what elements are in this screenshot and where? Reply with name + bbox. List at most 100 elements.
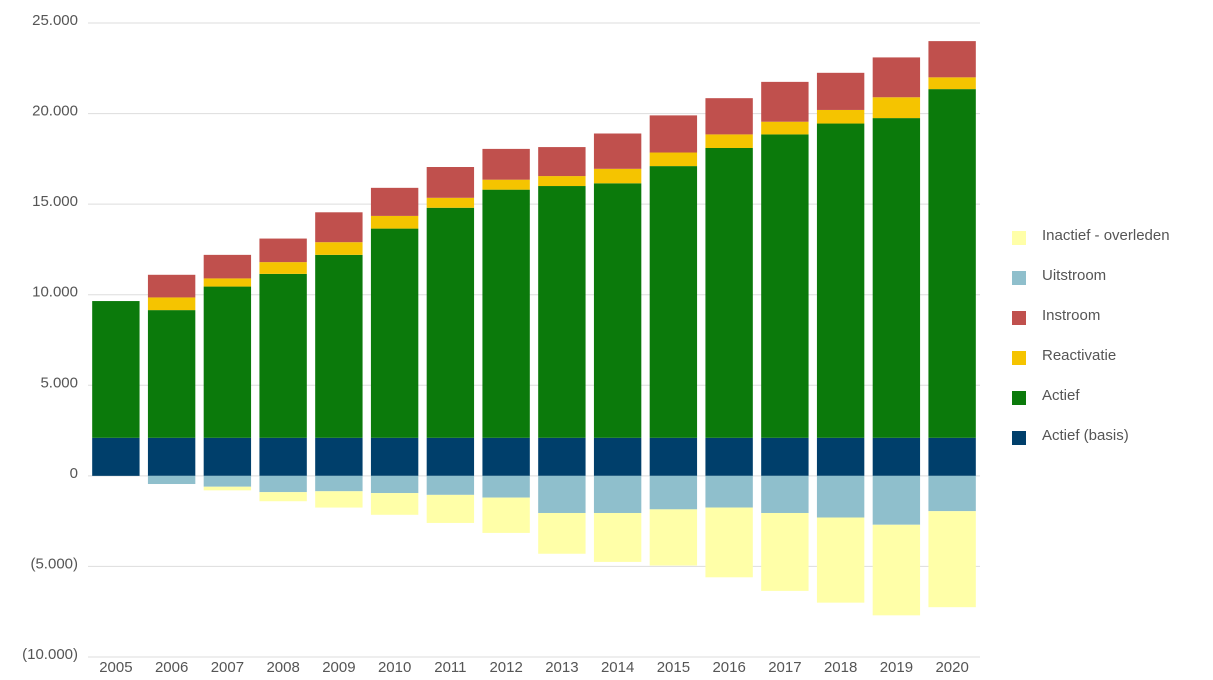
bar-segment (482, 497, 530, 533)
bar-segment (426, 197, 475, 208)
bar-segment (92, 437, 140, 476)
bar-segment (370, 228, 419, 438)
bar-segment (649, 509, 698, 566)
bar-segment (370, 475, 419, 494)
bar-segment (705, 98, 753, 135)
bar-segment (203, 475, 252, 487)
bar-segment (426, 167, 475, 198)
legend-label: Actief (basis) (1042, 427, 1129, 444)
bar-segment (928, 41, 976, 78)
bar-segment (816, 123, 865, 438)
bar-segment (816, 109, 865, 124)
y-tick-label: 0 (70, 465, 78, 482)
bar-segment (705, 437, 753, 476)
x-tick-label: 2019 (880, 659, 913, 676)
bar-segment (928, 437, 976, 476)
bar-segment (593, 512, 642, 562)
bar-segment (761, 475, 809, 513)
bar-segment (147, 310, 196, 438)
bar-segment (761, 437, 809, 476)
bar-segment (649, 166, 698, 438)
bar-segment (203, 254, 252, 279)
bar-segment (203, 486, 252, 491)
x-tick-label: 2009 (322, 659, 355, 676)
bar-segment (259, 273, 307, 438)
bar-segment (928, 77, 976, 90)
bar-segment (147, 274, 196, 298)
x-tick-label: 2018 (824, 659, 857, 676)
bar-segment (649, 475, 698, 510)
bar-segment (705, 134, 753, 148)
y-tick-label: 25.000 (32, 12, 78, 29)
bar-segment (872, 118, 921, 438)
y-tick-label: 5.000 (40, 374, 78, 391)
bar-segment (370, 215, 419, 229)
bar-segment (370, 187, 419, 216)
bar-segment (482, 437, 530, 476)
legend-label: Instroom (1042, 307, 1100, 324)
bar-segment (705, 147, 753, 438)
bar-segment (538, 475, 586, 513)
bar-segment (761, 134, 809, 438)
bar-segment (928, 475, 976, 512)
bar-segment (315, 242, 363, 255)
legend-label: Reactivatie (1042, 347, 1116, 364)
legend-swatch (1012, 311, 1026, 325)
bar-segment (649, 115, 698, 153)
y-tick-label: 15.000 (32, 193, 78, 210)
bar-segment (816, 437, 865, 476)
bar-segment (426, 437, 475, 476)
bar-segment (147, 437, 196, 476)
x-tick-label: 2016 (712, 659, 745, 676)
x-tick-label: 2012 (489, 659, 522, 676)
x-tick-label: 2011 (434, 659, 466, 676)
bar-segment (872, 97, 921, 119)
bar-segment (649, 437, 698, 476)
legend-swatch (1012, 391, 1026, 405)
bar-segment (426, 475, 475, 495)
x-tick-label: 2006 (155, 659, 188, 676)
bar-segment (147, 475, 196, 485)
legend-swatch (1012, 431, 1026, 445)
bar-segment (315, 437, 363, 476)
bar-segment (203, 437, 252, 476)
x-tick-label: 2013 (545, 659, 578, 676)
bar-segment (538, 176, 586, 187)
legend-swatch (1012, 271, 1026, 285)
bar-segment (705, 507, 753, 578)
x-tick-label: 2014 (601, 659, 634, 676)
bar-segment (593, 437, 642, 476)
y-tick-label: 10.000 (32, 284, 78, 301)
bar-segment (315, 475, 363, 492)
bar-segment (315, 491, 363, 508)
x-tick-label: 2017 (768, 659, 801, 676)
bar-segment (370, 493, 419, 515)
bar-segment (593, 133, 642, 169)
bar-segment (315, 212, 363, 243)
bar-segment (538, 186, 586, 438)
bar-segment (259, 437, 307, 476)
bar-segment (816, 517, 865, 603)
bar-segment (649, 152, 698, 167)
bar-segment (203, 278, 252, 287)
bar-segment (872, 57, 921, 98)
bar-segment (872, 475, 921, 525)
bar-segment (92, 301, 140, 438)
bar-segment (538, 147, 586, 177)
bar-segment (593, 183, 642, 438)
y-tick-label: (5.000) (30, 555, 78, 572)
bar-segment (928, 511, 976, 608)
bar-segment (147, 297, 196, 311)
bar-segment (482, 179, 530, 190)
x-tick-label: 2008 (266, 659, 299, 676)
x-tick-label: 2007 (211, 659, 244, 676)
x-tick-label: 2005 (99, 659, 132, 676)
bar-segment (761, 121, 809, 135)
legend-label: Uitstroom (1042, 267, 1106, 284)
bar-segment (370, 437, 419, 476)
bar-segment (426, 207, 475, 438)
bar-segment (259, 238, 307, 263)
bar-segment (426, 494, 475, 523)
x-tick-label: 2010 (378, 659, 411, 676)
